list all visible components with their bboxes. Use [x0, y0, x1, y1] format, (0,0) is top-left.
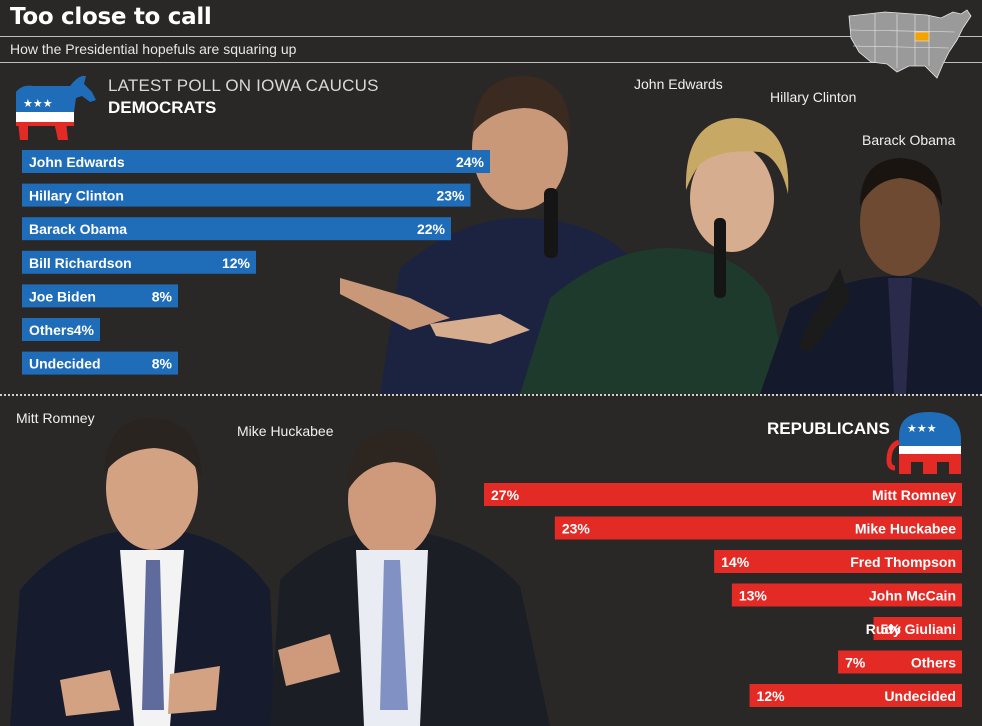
dem-bar-label: Undecided: [29, 356, 101, 372]
rep-bar-mitt-romney: [484, 483, 962, 506]
dem-bar-john-edwards: [22, 150, 490, 173]
rep-bar-value: 14%: [721, 554, 750, 570]
rep-bar-label: Fred Thompson: [850, 554, 956, 570]
rep-bar-john-mccain: [731, 583, 962, 607]
rep-bar-value: 23%: [562, 521, 591, 537]
rep-bar-value: 27%: [491, 487, 520, 503]
dem-bar-value: 23%: [436, 188, 465, 204]
dem-bar-label: Joe Biden: [29, 288, 96, 304]
dem-bar-value: 8%: [152, 288, 173, 304]
dem-bar-undecided: [22, 351, 178, 375]
rep-bar-value: 5%: [880, 621, 901, 637]
rep-bar-label: Rudy Giuliani: [866, 621, 956, 637]
dem-bar-value: 24%: [456, 154, 485, 170]
rep-bar-fred-thompson: [714, 550, 962, 573]
dem-bar-hillary-clinton: [22, 183, 471, 207]
rep-bar-label: Undecided: [884, 688, 956, 704]
label-john-edwards: John Edwards: [634, 76, 723, 92]
dem-bar-others: [22, 318, 100, 341]
democrat-candidates-photo: [340, 76, 982, 394]
rep-bar-label: Mike Huckabee: [855, 521, 956, 537]
rep-bar-others: [838, 650, 962, 674]
rep-bar-undecided: [749, 684, 962, 707]
dem-bar-label: Others: [29, 322, 74, 338]
rep-bar-label: Mitt Romney: [872, 487, 956, 503]
dem-bar-value: 4%: [74, 322, 95, 338]
rep-bar-label: John McCain: [869, 588, 956, 604]
democrats-heading: DEMOCRATS: [108, 98, 217, 117]
democrats-heading-poll: LATEST POLL ON IOWA CAUCUS: [108, 76, 379, 95]
democrat-donkey-icon: ★★★: [16, 76, 96, 140]
label-mike-huckabee: Mike Huckabee: [237, 423, 334, 439]
dem-bar-barack-obama: [22, 217, 451, 241]
label-hillary-clinton: Hillary Clinton: [770, 89, 857, 105]
republican-candidates-photo: [10, 418, 550, 726]
header-divider: [0, 36, 982, 37]
dem-bar-label: John Edwards: [29, 154, 125, 170]
rep-bar-mike-huckabee: [554, 516, 962, 540]
svg-text:★★★: ★★★: [907, 422, 937, 435]
dem-bar-label: Bill Richardson: [29, 255, 132, 271]
rep-bar-value: 7%: [845, 655, 866, 671]
rep-bar-rudy-giuliani: [873, 617, 962, 640]
dem-bar-label: Hillary Clinton: [29, 188, 124, 204]
dem-bar-bill-richardson: [22, 250, 256, 274]
page-title: Too close to call: [10, 4, 212, 30]
rep-bar-value: 12%: [757, 688, 786, 704]
us-map-icon: [848, 9, 972, 79]
label-barack-obama: Barack Obama: [862, 132, 956, 148]
subheader-divider: [0, 62, 982, 63]
dem-bar-joe-biden: [22, 284, 178, 308]
page-subtitle: How the Presidential hopefuls are squari…: [10, 41, 297, 57]
dem-bar-value: 22%: [417, 221, 446, 237]
dem-bar-value: 12%: [222, 255, 251, 271]
rep-bar-label: Others: [911, 655, 956, 671]
republican-elephant-icon: ★★★: [886, 412, 961, 474]
republicans-heading: REPUBLICANS: [767, 419, 890, 438]
rep-bar-value: 13%: [739, 588, 768, 604]
section-divider: [0, 394, 982, 396]
dem-bar-value: 8%: [152, 356, 173, 372]
label-mitt-romney: Mitt Romney: [16, 410, 95, 426]
dem-bar-label: Barack Obama: [29, 221, 127, 237]
svg-text:★★★: ★★★: [23, 97, 53, 110]
